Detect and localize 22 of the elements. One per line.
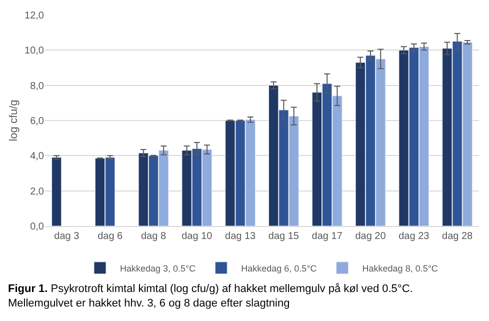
x-tick-label: dag 20 — [355, 231, 386, 242]
y-tick-label: 0,0 — [30, 222, 44, 232]
x-tick-label: dag 3 — [54, 231, 80, 242]
y-tick-label: 6,0 — [30, 116, 44, 127]
x-tick-label: dag 10 — [182, 231, 213, 242]
x-tick-label: dag 15 — [268, 231, 300, 242]
legend-label: Hakkedag 6, 0.5°C — [241, 263, 318, 274]
legend-label: Hakkedag 3, 0.5°C — [120, 263, 196, 274]
legend-label: Hakkedag 8, 0.5°C — [362, 263, 438, 274]
x-tick-label: dag 23 — [398, 231, 430, 242]
y-tick-label: 8,0 — [30, 80, 44, 92]
x-tick-label: dag 6 — [98, 231, 124, 242]
x-tick-label: dag 17 — [312, 231, 343, 242]
x-tick-label: dag 28 — [442, 231, 474, 242]
text: Figur 1. — [8, 283, 48, 295]
x-tick-label: dag 8 — [140, 231, 166, 242]
x-tick-label: dag 13 — [225, 231, 256, 242]
y-tick-label: 2,0 — [30, 186, 44, 198]
y-tick-label: 4,0 — [30, 151, 44, 162]
y-tick-label: 10,0 — [24, 46, 44, 57]
y-axis-title: log cfu/g — [8, 100, 20, 142]
y-tick-label: 12,0 — [24, 10, 44, 22]
